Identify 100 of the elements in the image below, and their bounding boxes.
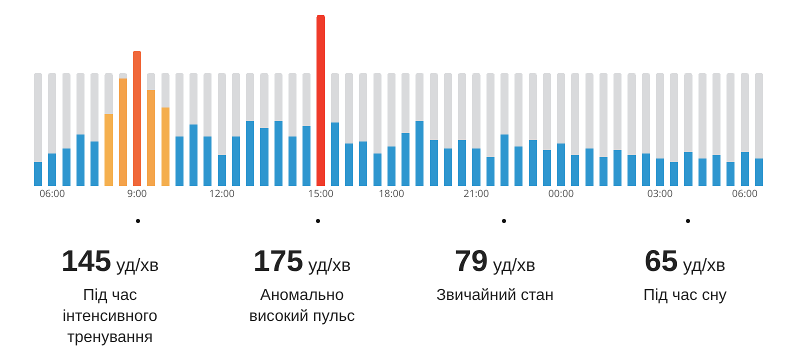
bar (246, 121, 254, 186)
bar (90, 73, 99, 142)
bar (698, 158, 706, 186)
text: Звичайний стан (435, 286, 555, 306)
bar (118, 73, 127, 78)
bar (416, 121, 424, 186)
x-tick-label: 06:00 (39, 186, 66, 200)
bar (345, 143, 354, 186)
bar (754, 158, 763, 186)
bar (628, 155, 636, 186)
bar (740, 152, 749, 186)
bar (486, 73, 494, 157)
bar (514, 73, 523, 147)
bar (34, 162, 42, 186)
bar (571, 155, 580, 186)
text: 145 уд/хв (60, 245, 160, 279)
bar (542, 150, 551, 186)
bar (712, 155, 721, 186)
bar (387, 73, 396, 147)
bar (458, 73, 466, 140)
bar (402, 132, 410, 186)
bar (359, 73, 368, 142)
bar (218, 155, 226, 186)
bar (62, 148, 70, 186)
bar (740, 73, 749, 152)
bar (458, 140, 466, 186)
x-tick-label: 00:00 (548, 186, 574, 200)
bar (684, 152, 692, 186)
bar (528, 140, 537, 186)
bar (147, 73, 156, 90)
bar (246, 73, 254, 122)
bar (62, 73, 70, 148)
x-tick-label: 9:00 (127, 186, 148, 200)
x-tick-label: 06:00 (732, 186, 758, 200)
bar (34, 73, 42, 162)
bar (359, 142, 368, 186)
x-tick-label: 15:00 (308, 186, 334, 200)
bar (472, 73, 480, 148)
bar (132, 50, 142, 186)
bar (147, 90, 156, 186)
bar (274, 121, 282, 186)
bar (726, 162, 735, 186)
bar (316, 15, 325, 186)
x-tick-label: 03:00 (647, 186, 674, 200)
bar (542, 73, 551, 150)
bar (204, 136, 212, 186)
bar (754, 73, 763, 159)
bar (104, 114, 113, 186)
bar (698, 73, 706, 159)
bar (599, 156, 608, 186)
bar (444, 148, 452, 186)
bar (670, 73, 678, 162)
bar (614, 150, 622, 186)
bar (599, 73, 608, 157)
bar (614, 73, 622, 150)
bar (345, 73, 354, 144)
bar (656, 73, 664, 159)
bar (585, 73, 594, 148)
bar (190, 73, 198, 124)
bar (387, 146, 396, 186)
bar (416, 73, 424, 122)
bar (76, 73, 84, 135)
bar (557, 143, 566, 186)
bar (175, 73, 184, 136)
bar (302, 73, 311, 126)
bar (260, 128, 268, 186)
bar (330, 73, 339, 123)
bar (274, 73, 282, 122)
bar (557, 73, 566, 144)
bar (472, 148, 480, 186)
bar (430, 73, 438, 140)
bar (302, 126, 311, 186)
x-tick-label: 18:00 (378, 186, 404, 200)
bar (118, 78, 127, 186)
bar (161, 107, 170, 186)
x-tick-label: 21:00 (463, 186, 490, 200)
bar (161, 73, 170, 108)
bar (402, 73, 410, 133)
bar (500, 73, 509, 135)
bar (712, 73, 721, 156)
text: 79 уд/хв (454, 245, 536, 279)
bar (232, 136, 240, 186)
bar (48, 73, 56, 154)
text: 65 уд/хв (644, 245, 726, 279)
bar (190, 124, 198, 186)
bar (204, 73, 212, 136)
x-tick-label: 12:00 (209, 186, 235, 200)
text: 175 уд/хв (252, 245, 352, 279)
bar (486, 156, 494, 186)
bar (218, 73, 226, 156)
bar (684, 73, 692, 152)
text: Аномально високий пульс (248, 286, 356, 327)
bar (656, 158, 664, 186)
bar (514, 146, 523, 186)
bar (726, 73, 735, 162)
text: Під час сну (642, 286, 728, 306)
text: Під час інтенсивного тренування (62, 286, 158, 348)
bar (330, 122, 339, 186)
bar (500, 134, 509, 186)
bar (175, 136, 184, 186)
